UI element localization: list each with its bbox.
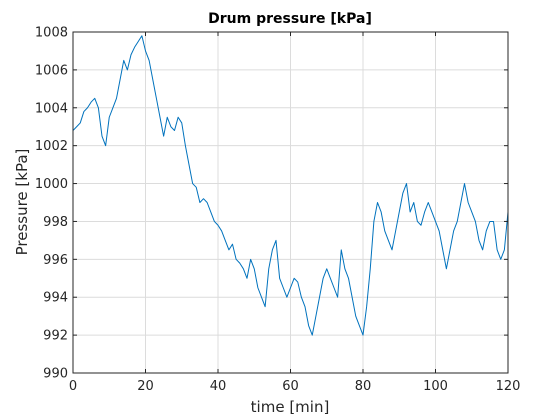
y-tick-label: 1008 xyxy=(35,26,68,41)
x-tick-label: 80 xyxy=(355,379,372,394)
y-tick-label: 990 xyxy=(43,367,68,382)
y-tick-label: 998 xyxy=(43,215,68,230)
x-tick-label: 120 xyxy=(496,379,521,394)
y-tick-label: 1000 xyxy=(35,177,68,192)
x-tick-label: 60 xyxy=(282,379,299,394)
y-axis-label: Pressure [kPa] xyxy=(13,149,31,256)
x-axis-label: time [min] xyxy=(251,398,330,416)
y-tick-label: 1004 xyxy=(35,101,68,116)
series-line xyxy=(72,35,509,336)
y-tick-label: 1006 xyxy=(35,63,68,78)
series-layer xyxy=(72,35,509,336)
x-tick-label: 100 xyxy=(423,379,448,394)
y-tick-label: 1002 xyxy=(35,139,68,154)
x-tick-label: 20 xyxy=(137,379,154,394)
x-tick-label: 40 xyxy=(210,379,227,394)
y-tick-label: 996 xyxy=(43,253,68,268)
x-tick-label: 0 xyxy=(69,379,77,394)
x-axis-ticks: 0 20 40 60 80 100 120 xyxy=(69,32,521,394)
chart-title: Drum pressure [kPa] xyxy=(208,11,372,27)
y-axis-ticks: 990 992 994 996 998 1000 1002 1004 1006 1008 xyxy=(35,26,508,382)
y-tick-label: 994 xyxy=(43,291,68,306)
y-tick-label: 992 xyxy=(43,329,68,344)
